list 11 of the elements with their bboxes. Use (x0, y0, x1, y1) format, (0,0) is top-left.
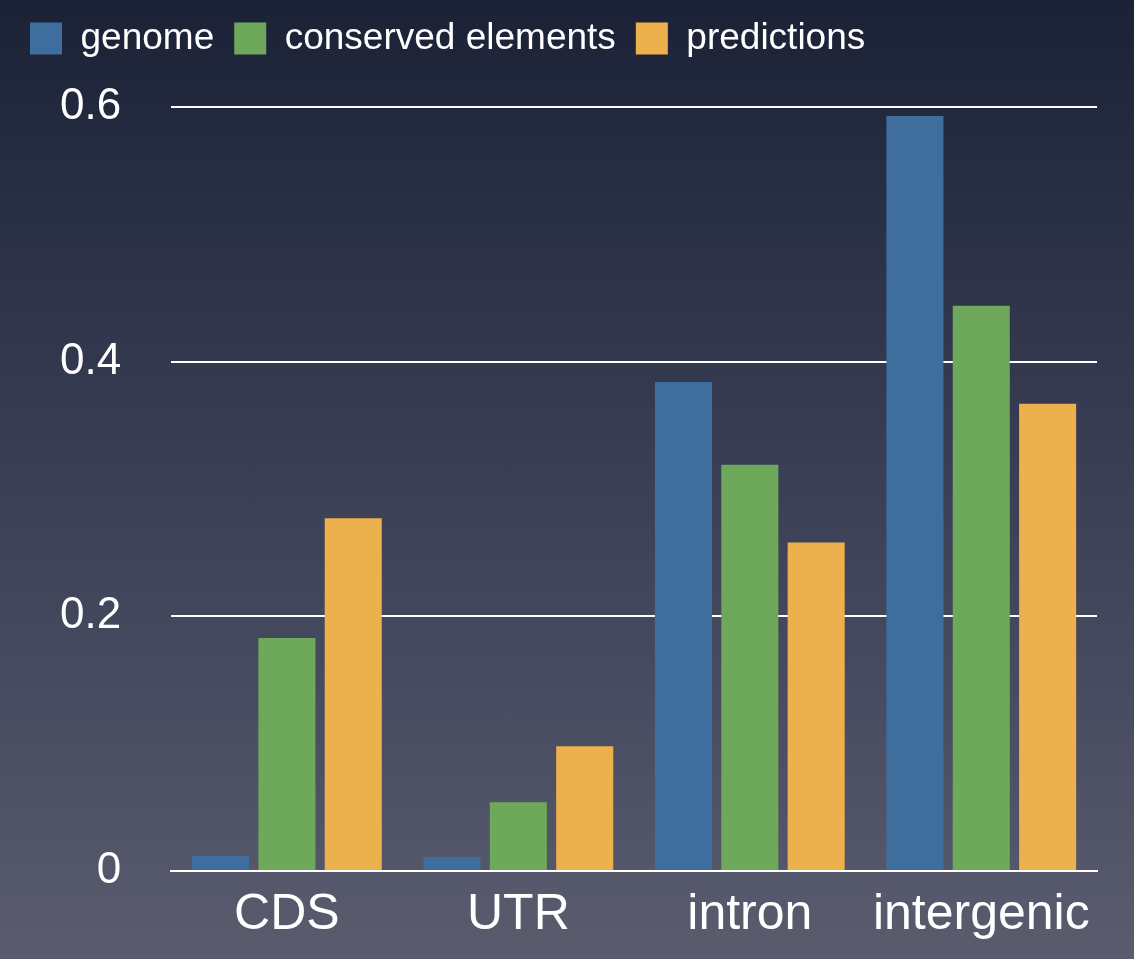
x-tick-label: UTR (466, 883, 570, 940)
y-tick-label: 0 (96, 843, 122, 893)
legend-label: predictions (686, 15, 866, 57)
x-tick-label: intron (687, 883, 813, 940)
y-tick-label: 0.6 (59, 79, 122, 129)
y-tick-label: 0.2 (59, 588, 122, 638)
x-tick-label: CDS (234, 883, 340, 940)
legend-label: conserved elements (284, 15, 616, 57)
y-tick-label: 0.4 (59, 333, 122, 383)
x-tick-label: intergenic (872, 883, 1090, 940)
legend-label: genome (80, 15, 215, 57)
